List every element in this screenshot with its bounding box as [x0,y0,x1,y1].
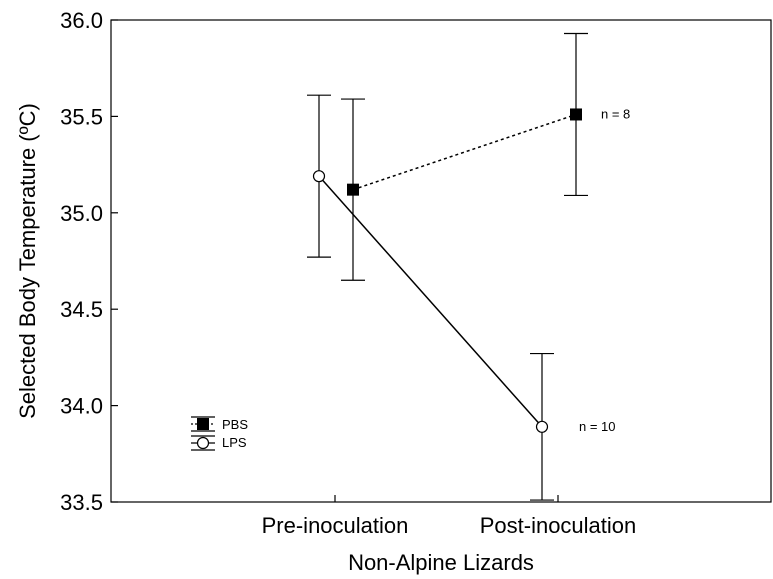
x-tick-label: Post-inoculation [480,513,637,538]
x-tick-label: Pre-inoculation [262,513,409,538]
annotation-n-pbs: n = 8 [601,106,630,121]
data-point-pbs [570,108,582,121]
legend-item-lps: LPS [191,435,247,451]
data-point-pbs [347,183,359,196]
series-layer: n = 8 n = 10 [307,32,630,501]
series-line-lps [318,175,543,428]
y-axis: 33.5 34.0 34.5 35.0 35.5 36.0 [60,8,118,515]
x-axis-title: Non-Alpine Lizards [348,550,534,575]
legend-label-pbs: PBS [222,417,248,432]
x-axis: Pre-inoculation Post-inoculation [262,495,637,538]
legend-label-lps: LPS [222,435,247,450]
y-tick-label: 35.5 [60,104,103,129]
y-tick-label: 33.5 [60,490,103,515]
annotation-n-lps: n = 10 [579,419,616,434]
y-axis-title: Selected Body Temperature (ºC) [15,103,40,419]
legend-marker-filled-square [197,418,209,430]
y-tick-label: 35.0 [60,201,103,226]
y-tick-label: 36.0 [60,8,103,33]
data-point-lps [312,170,326,183]
data-point-lps [535,420,549,433]
plot-frame [110,19,772,503]
legend: PBS LPS [191,416,248,451]
legend-item-pbs: PBS [191,416,248,432]
y-tick-label: 34.0 [60,394,103,419]
y-tick-label: 34.5 [60,297,103,322]
series-line-pbs [352,113,577,191]
legend-marker-open-circle [196,436,210,450]
